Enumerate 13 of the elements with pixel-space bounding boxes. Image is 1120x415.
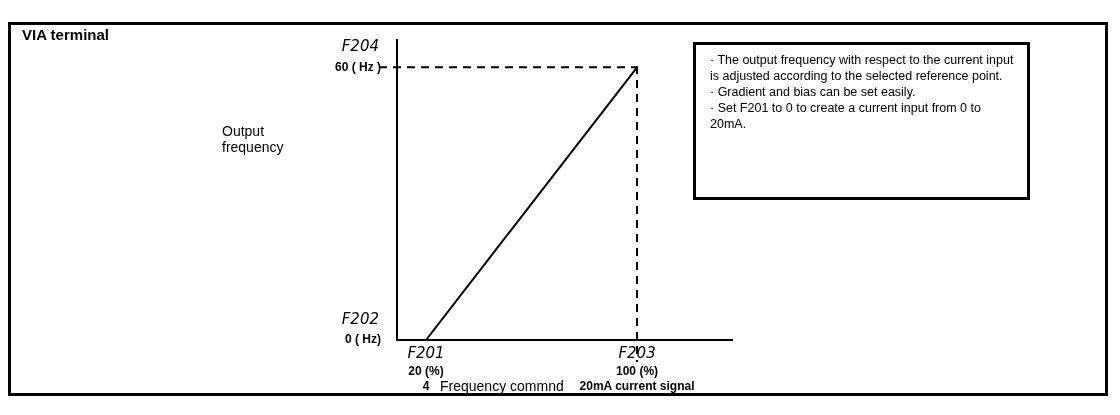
text: F201 [407,343,445,362]
text: 20mA current signal [579,379,695,394]
text-box: · The output frequency with respect to the current input is adjusted according to the selected reference point. · Gradient and bias can be set easily. · Set F201 to 0 to create a current input from 0 to 20mA. [693,42,1030,200]
text: F202 [341,309,379,328]
text: 4 [422,379,430,394]
x-tick-label: 20 (%) [408,363,444,378]
y-axis-title: Output frequency [222,123,285,155]
text: F203 [618,343,656,362]
x-axis-title: Frequency commnd [440,378,564,394]
text: F204 [341,37,379,56]
x-tick-label: 100 (%) [616,363,659,378]
text: VIA terminal [22,26,109,43]
y-tick-label: 0 ( Hz) [345,332,381,347]
